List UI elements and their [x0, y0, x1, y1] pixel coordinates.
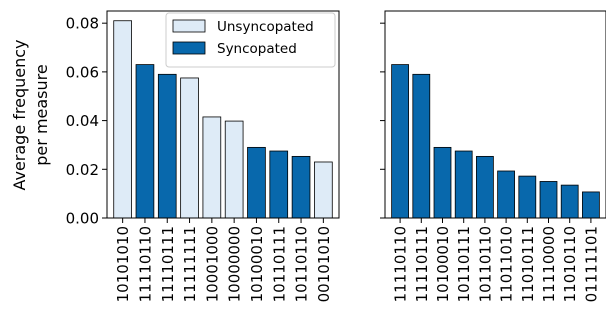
legend-swatch [172, 19, 206, 33]
bar-10000000 [224, 120, 244, 219]
bar-11110111 [412, 73, 431, 219]
bar-11010110 [560, 184, 579, 219]
x-tick-label: 10000000 [226, 226, 244, 302]
x-tick-label: 10110111 [455, 226, 473, 302]
ylabel: Average frequency per measure [10, 39, 51, 190]
bar-11011010 [497, 170, 515, 219]
y-tick-label: 0.06 [66, 63, 99, 81]
x-tick-label: 10110111 [270, 226, 288, 302]
right-panel: 11110110 11110111 10100010 10110111 10110110… [380, 10, 606, 302]
ylabel-line-2: per measure [32, 64, 51, 165]
axes-frame [106, 10, 340, 219]
bar-11110110 [135, 64, 155, 219]
x-tick-label: 00101010 [315, 226, 333, 302]
legend-box [165, 12, 336, 68]
legend-label: Unsyncopated [217, 19, 314, 35]
x-tick-label: 11110110 [392, 226, 410, 302]
legend-swatch [172, 41, 206, 55]
bar-10100010 [247, 146, 266, 219]
bar-01111101 [582, 191, 600, 219]
bar-10001000 [202, 116, 222, 219]
bar-10110110 [291, 155, 311, 219]
x-tick-label: 11110111 [413, 226, 431, 302]
x-tick-label: 11110110 [136, 226, 154, 302]
bar-11110000 [539, 181, 558, 219]
x-tick-label: 11010110 [561, 226, 579, 302]
x-tick-label: 11010111 [519, 226, 537, 302]
axes-frame [384, 10, 606, 219]
bar-10110111 [269, 150, 289, 219]
x-tick-label: 11111111 [181, 226, 199, 302]
x-tick-label: 10110110 [293, 226, 311, 302]
bar-10101010 [113, 20, 132, 219]
x-tick-label: 11110111 [159, 226, 177, 302]
legend: Unsyncopated Syncopated [165, 12, 336, 68]
left-panel: 10101010 11110110 11110111 11111111 10001000… [66, 10, 340, 302]
y-tick-label: 0.00 [66, 210, 99, 228]
x-tick-label: 10110110 [476, 226, 494, 302]
legend-label: Syncopated [217, 41, 297, 57]
x-tick-label: 01111101 [582, 226, 600, 302]
bar-00101010 [314, 161, 333, 219]
x-tick-label: 11110000 [540, 226, 558, 302]
x-tick-label: 10001000 [203, 226, 221, 302]
x-tick-label: 10100010 [434, 226, 452, 302]
bar-11010111 [518, 175, 537, 219]
x-tick-label: 11011010 [498, 226, 516, 302]
y-tick-label: 0.04 [66, 112, 99, 130]
y-tick-label: 0.08 [66, 15, 99, 33]
y-tick-label: 0.02 [66, 161, 99, 179]
bar-10110111 [454, 150, 473, 219]
bar-10100010 [433, 146, 452, 219]
bar-11110110 [391, 64, 409, 219]
x-tick-label: 10101010 [114, 226, 132, 302]
bar-10110110 [476, 155, 494, 219]
x-tick-label: 10100010 [248, 226, 266, 302]
ylabel-line-1: Average frequency [10, 39, 29, 190]
bar-11111111 [180, 77, 199, 219]
bar-11110111 [157, 73, 177, 219]
